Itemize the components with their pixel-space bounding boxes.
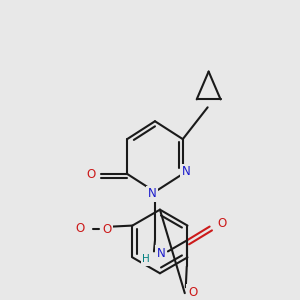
Text: N: N <box>182 165 190 178</box>
Text: H: H <box>142 254 150 264</box>
Text: O: O <box>87 168 96 182</box>
Text: O: O <box>217 217 226 230</box>
Text: O: O <box>188 286 197 299</box>
Text: N: N <box>157 247 165 260</box>
Text: O: O <box>102 223 111 236</box>
Text: N: N <box>148 187 156 200</box>
Text: O: O <box>75 222 84 235</box>
